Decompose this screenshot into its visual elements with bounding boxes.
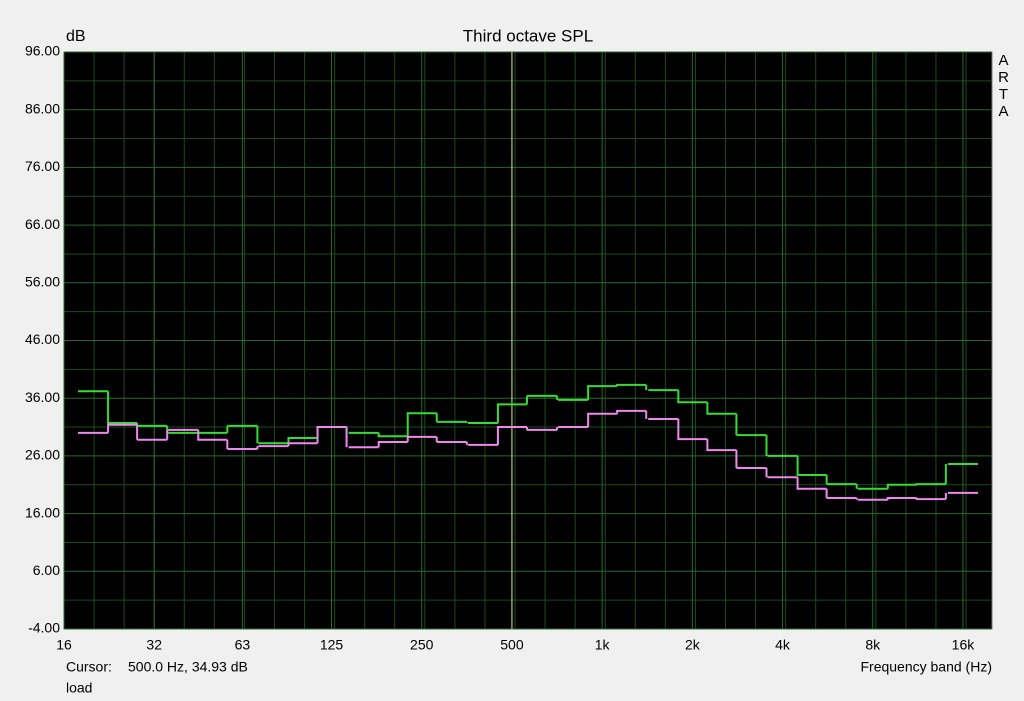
x-tick-label: 63 (235, 637, 251, 653)
side-label: ARTA (995, 52, 1012, 120)
y-tick-label: 36.00 (25, 389, 60, 405)
chart-title: Third octave SPL (463, 26, 593, 45)
y-tick-label: 6.00 (33, 562, 60, 578)
y-tick-label: 16.00 (25, 504, 60, 520)
y-tick-label: 26.00 (25, 447, 60, 463)
y-tick-label: 66.00 (25, 216, 60, 232)
y-tick-label: -4.00 (28, 620, 60, 636)
marks (78, 383, 978, 501)
x-axis-label: Frequency band (Hz) (860, 659, 992, 675)
grid (63, 51, 992, 630)
x-tick-label: 250 (410, 637, 434, 653)
x-tick-label: 1k (595, 637, 611, 653)
x-tick-label: 125 (320, 637, 344, 653)
y-tick-label: 76.00 (25, 158, 60, 174)
x-tick-label: 32 (146, 637, 162, 653)
y-tick-label: 86.00 (25, 100, 60, 116)
x-tick-label: 4k (775, 637, 791, 653)
x-tick-label: 16 (56, 637, 72, 653)
x-tick-label: 8k (865, 637, 881, 653)
footer: load (66, 680, 92, 696)
x-tick-label: 500 (500, 637, 524, 653)
y-tick-label: 46.00 (25, 331, 60, 347)
cursor-readout: 500.0 Hz, 34.93 dB (128, 659, 248, 675)
y-tick-label: 96.00 (25, 43, 60, 59)
x-tick-label: 2k (685, 637, 701, 653)
cursor-label: Cursor: (66, 659, 112, 675)
x-tick-label: 16k (952, 637, 976, 653)
y-axis-label: dB (66, 28, 86, 45)
y-tick-label: 56.00 (25, 274, 60, 290)
